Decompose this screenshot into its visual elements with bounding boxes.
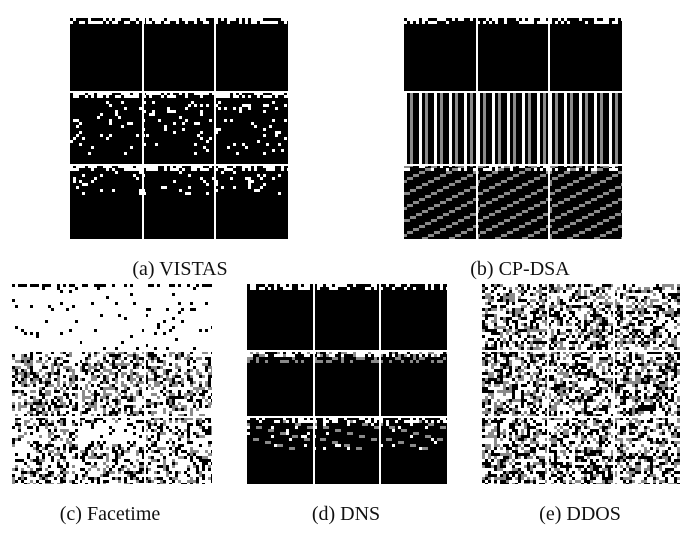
- packet-image-facetime: [12, 284, 212, 484]
- panel-e-image: [482, 284, 680, 484]
- caption-a: (a) VISTAS: [132, 258, 228, 280]
- caption-b: (b) CP-DSA: [470, 258, 570, 280]
- panel-a-image: [70, 18, 288, 239]
- panel-c-image: [12, 284, 212, 484]
- packet-image-dns: [247, 284, 447, 484]
- packet-image-ddos: [482, 284, 680, 484]
- packet-image-vistas: [70, 18, 288, 239]
- caption-e: (e) DDOS: [539, 503, 621, 525]
- caption-d: (d) DNS: [311, 503, 381, 525]
- panel-b-image: [404, 18, 622, 239]
- packet-image-cpdsa: [404, 18, 622, 239]
- caption-c: (c) Facetime: [59, 503, 161, 525]
- panel-d-image: [247, 284, 447, 484]
